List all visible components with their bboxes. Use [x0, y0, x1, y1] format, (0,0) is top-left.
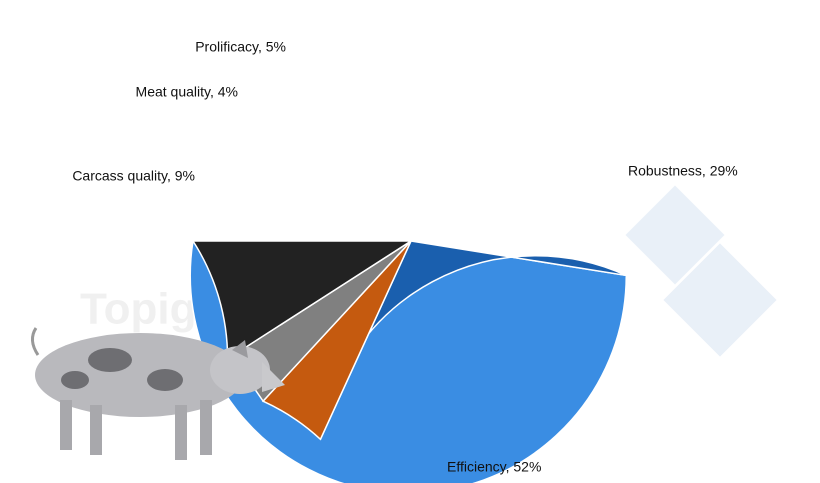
slice-label: Robustness, 29% [628, 163, 738, 179]
slice-label: Carcass quality, 9% [72, 168, 195, 184]
slice-label: Meat quality, 4% [136, 84, 238, 100]
pig-illustration [31, 327, 285, 460]
slice-label: Prolificacy, 5% [195, 39, 286, 55]
slice-label: Efficiency, 52% [447, 459, 541, 475]
pie [189, 240, 628, 483]
